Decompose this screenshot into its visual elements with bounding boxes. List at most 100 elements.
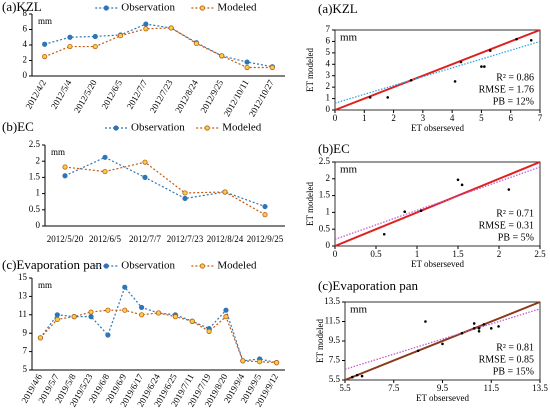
x-tick-label: 3 bbox=[421, 113, 426, 123]
series-marker bbox=[240, 358, 246, 364]
y-tick-label: 6 bbox=[23, 24, 28, 34]
y-tick-label: 5 bbox=[23, 364, 28, 374]
data-point bbox=[472, 322, 476, 325]
y-tick-label: 15 bbox=[18, 272, 28, 282]
series-line bbox=[39, 309, 277, 364]
y-tick-label: 5.5 bbox=[329, 374, 341, 384]
data-point bbox=[507, 188, 511, 191]
data-point bbox=[419, 209, 423, 213]
legend-marker bbox=[199, 5, 205, 11]
data-point bbox=[441, 342, 444, 346]
data-point bbox=[460, 331, 464, 335]
legend-marker bbox=[103, 5, 109, 11]
series-marker bbox=[62, 164, 68, 170]
unit-label: mm bbox=[51, 147, 65, 157]
data-point bbox=[480, 65, 483, 68]
annotation: RMSE = 0.31 bbox=[479, 220, 534, 231]
series-marker bbox=[105, 332, 111, 338]
legend-label: Observation bbox=[131, 122, 185, 134]
series-marker bbox=[244, 59, 250, 65]
y-tick-label: 0 bbox=[36, 220, 41, 230]
data-point bbox=[460, 183, 464, 187]
x-tick-label: 1 bbox=[415, 249, 420, 259]
data-point bbox=[477, 327, 481, 330]
y-tick-label: 0.5 bbox=[319, 223, 331, 233]
series-line bbox=[44, 27, 273, 69]
x-tick-label: 2012/5/4 bbox=[49, 78, 74, 111]
data-point bbox=[416, 349, 420, 353]
series-marker bbox=[37, 335, 44, 341]
data-point bbox=[355, 373, 359, 377]
x-tick-label: 2012/10/11 bbox=[222, 78, 251, 118]
y-tick-label: 0.5 bbox=[29, 204, 41, 214]
chart-title: (c)Evaporation pan bbox=[2, 257, 102, 272]
data-point bbox=[482, 323, 486, 326]
annotation: PB = 5% bbox=[498, 232, 534, 243]
series-marker bbox=[155, 310, 162, 316]
data-point bbox=[497, 325, 500, 328]
data-point bbox=[360, 374, 364, 378]
y-tick-label: 9 bbox=[23, 327, 28, 337]
x-tick-label: 2012/7/7 bbox=[129, 234, 162, 244]
y-tick-label: 9.5 bbox=[329, 335, 341, 345]
data-point bbox=[403, 210, 407, 214]
x-tick-label: 2012/9/25 bbox=[247, 234, 284, 244]
series-marker bbox=[206, 328, 212, 334]
y-tick-label: 6 bbox=[326, 35, 331, 45]
x-tick-label: 9.5 bbox=[437, 383, 449, 393]
series-marker bbox=[142, 174, 148, 180]
legend-marker bbox=[103, 263, 109, 269]
y-tick-label: 8 bbox=[23, 8, 28, 18]
chart-title: (c)Evaporation pan bbox=[318, 278, 418, 293]
data-point bbox=[386, 96, 390, 99]
unit-label: mm bbox=[340, 164, 358, 176]
x-tick-label: 0 bbox=[333, 249, 338, 259]
series-marker bbox=[67, 43, 73, 50]
x-tick-label: 2012/8/24 bbox=[207, 234, 244, 244]
x-tick-label: 7.5 bbox=[388, 383, 400, 393]
x-tick-label: 1 bbox=[362, 113, 367, 123]
data-point bbox=[488, 49, 492, 52]
x-tick-label: 0 bbox=[333, 113, 338, 123]
y-tick-label: 0 bbox=[23, 70, 28, 80]
x-tick-label: 2012/9/25 bbox=[198, 78, 225, 115]
x-tick-label: 4 bbox=[450, 113, 455, 123]
series-marker bbox=[54, 312, 60, 318]
x-tick-label: 2012/4/2 bbox=[24, 78, 49, 111]
y-tick-label: 2.5 bbox=[29, 139, 41, 149]
legend-label: Modeled bbox=[217, 2, 257, 14]
y-tick-label: 7 bbox=[326, 24, 331, 34]
series-marker bbox=[142, 159, 148, 165]
unit-label: mm bbox=[38, 280, 52, 290]
legend-label: Modeled bbox=[217, 260, 257, 272]
series-marker bbox=[105, 307, 111, 313]
y-tick-label: 7 bbox=[23, 346, 28, 356]
series-marker bbox=[122, 307, 128, 313]
legend-label: Observation bbox=[121, 2, 175, 14]
data-point bbox=[483, 65, 486, 68]
data-point bbox=[368, 96, 372, 99]
series-marker bbox=[262, 203, 268, 210]
x-tick-label: 13.5 bbox=[532, 383, 548, 393]
data-point bbox=[424, 320, 427, 323]
series-marker bbox=[139, 312, 145, 318]
series-marker bbox=[172, 314, 178, 320]
chart-title: (b)EC bbox=[2, 119, 34, 134]
legend-marker bbox=[113, 125, 119, 131]
annotation: PB = 15% bbox=[493, 366, 534, 377]
y-axis-label: ET modeled bbox=[305, 181, 315, 226]
x-tick-label: 2012/6/5 bbox=[99, 78, 124, 111]
unit-label: mm bbox=[38, 16, 52, 26]
y-tick-label: 1.5 bbox=[29, 171, 41, 181]
data-point bbox=[529, 38, 533, 42]
annotation: R² = 0.81 bbox=[496, 342, 534, 353]
annotation: PB = 12% bbox=[493, 96, 534, 107]
data-point bbox=[351, 375, 354, 379]
x-tick-label: 2 bbox=[391, 113, 396, 123]
series-marker bbox=[193, 40, 200, 47]
x-axis-label: ET obserseved bbox=[416, 393, 470, 403]
series-marker bbox=[102, 168, 108, 175]
series-marker bbox=[102, 154, 108, 160]
x-tick-label: 2012/5/20 bbox=[72, 78, 99, 115]
series-marker bbox=[222, 189, 228, 195]
